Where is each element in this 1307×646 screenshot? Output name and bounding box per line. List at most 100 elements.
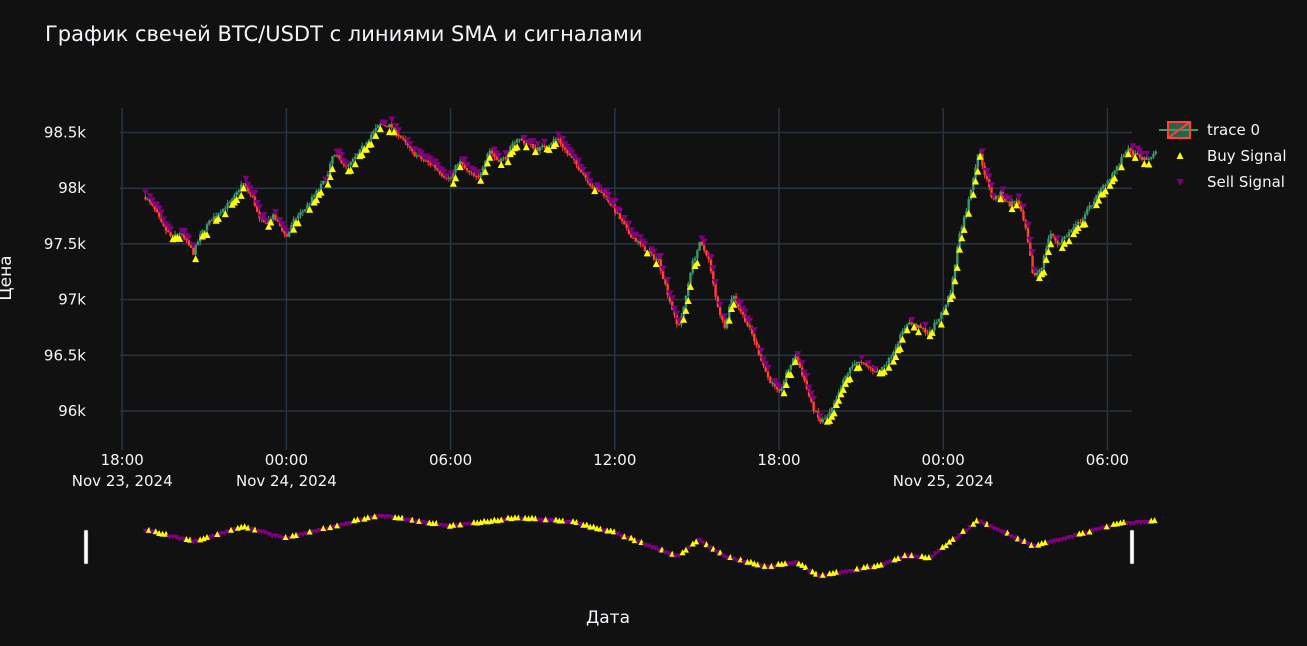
candle xyxy=(775,386,779,390)
candle xyxy=(598,189,601,192)
slider-sell-marker xyxy=(142,528,149,534)
candle xyxy=(299,212,302,216)
candle xyxy=(1088,205,1091,209)
candle xyxy=(921,328,925,330)
candle xyxy=(1099,188,1103,192)
legend-item[interactable]: trace 0 xyxy=(1159,121,1260,139)
sell-signal-marker xyxy=(440,168,448,175)
slider-buy-marker xyxy=(1086,528,1093,535)
slider-buy-marker xyxy=(583,521,590,528)
candle xyxy=(588,182,592,186)
buy-signal-marker xyxy=(643,249,651,257)
sell-signal-marker xyxy=(442,172,450,179)
range-slider-left-handle[interactable] xyxy=(83,529,89,565)
candle xyxy=(240,184,243,191)
x-tick-labels: 18:00 Nov 23, 2024 00:00 Nov 24, 2024 06:00 1… xyxy=(72,451,1129,490)
legend-item[interactable]: Buy Signal xyxy=(1176,147,1287,165)
y-axis-title: Цена xyxy=(0,255,16,300)
buy-signal-marker xyxy=(313,196,321,204)
sell-signal-marker xyxy=(141,189,149,196)
sell-signal-marker xyxy=(664,276,672,283)
buy-signal-marker xyxy=(347,166,355,174)
buy-signal-marker xyxy=(1008,205,1016,213)
candle xyxy=(374,127,377,132)
sell-signal-marker xyxy=(335,148,343,155)
candle xyxy=(1102,185,1105,189)
candle xyxy=(219,212,222,214)
candle xyxy=(755,341,758,346)
slider-buy-marker xyxy=(1103,523,1110,530)
candle xyxy=(1058,243,1062,245)
candle xyxy=(1106,180,1110,186)
buy-signal-marker xyxy=(915,328,923,336)
buy-signal-marker xyxy=(267,218,275,226)
candle xyxy=(869,367,872,369)
sell-signal-marker xyxy=(604,191,612,198)
sell-signal-marker xyxy=(1024,221,1032,228)
candle xyxy=(739,307,742,312)
slider-buy-marker xyxy=(833,568,840,575)
candle xyxy=(575,160,578,165)
sell-signal-marker xyxy=(579,166,587,173)
grid xyxy=(120,108,1132,450)
candle xyxy=(1143,157,1146,161)
candle xyxy=(267,219,270,224)
slider-sell-marker xyxy=(1007,534,1014,540)
candle xyxy=(655,259,658,261)
sell-signal-marker xyxy=(816,412,824,419)
legend-label: trace 0 xyxy=(1207,121,1260,139)
candle xyxy=(842,379,845,388)
buy-signal-marker xyxy=(693,259,701,267)
sell-signal-marker xyxy=(584,171,592,178)
candle xyxy=(155,208,159,213)
sell-signal-marker xyxy=(490,146,498,153)
candle xyxy=(169,232,172,236)
candle xyxy=(531,143,535,149)
slider-buy-marker xyxy=(241,523,248,530)
sell-signal-marker xyxy=(427,156,435,163)
candle xyxy=(994,195,998,200)
slider-sell-marker xyxy=(600,528,607,534)
slider-sell-marker xyxy=(867,565,874,571)
buy-signal-marker xyxy=(233,195,241,203)
candle xyxy=(1054,235,1057,241)
y-tick-label: 96k xyxy=(58,402,86,420)
candle xyxy=(730,299,733,307)
candle xyxy=(427,160,430,163)
candle xyxy=(1108,178,1112,181)
buy-signal-marker xyxy=(880,367,888,375)
range-slider-right-handle[interactable] xyxy=(1129,529,1135,565)
candle xyxy=(582,172,585,175)
slider-sell-marker xyxy=(443,523,450,529)
candle xyxy=(390,124,393,128)
candle xyxy=(732,296,736,300)
legend-item[interactable]: Sell Signal xyxy=(1176,173,1285,191)
candle xyxy=(693,258,697,261)
slider-buy-marker xyxy=(214,530,221,537)
slider-buy-marker xyxy=(782,560,789,567)
range-slider[interactable] xyxy=(83,513,1158,580)
buy-signal-marker xyxy=(221,210,229,218)
candle xyxy=(1038,269,1041,273)
slider-sell-marker xyxy=(149,529,156,535)
candle xyxy=(789,365,793,370)
slider-sell-marker xyxy=(340,522,347,528)
candle xyxy=(728,306,731,319)
candle xyxy=(479,173,482,177)
sell-signal-marker xyxy=(675,317,683,324)
sell-signal-marker xyxy=(1054,235,1062,242)
slider-buy-marker xyxy=(532,515,539,522)
legend-buy-marker xyxy=(1176,152,1184,159)
candle xyxy=(1145,157,1148,160)
candle xyxy=(1124,151,1128,156)
slider-sell-marker xyxy=(1048,539,1055,545)
slider-sell-marker xyxy=(758,563,765,569)
candle xyxy=(422,159,425,161)
candle xyxy=(372,131,375,135)
buy-signal-marker xyxy=(1081,220,1089,228)
buy-signal-marker xyxy=(306,205,314,213)
buy-signal-marker xyxy=(1095,196,1103,204)
slider-sell-marker xyxy=(539,518,546,524)
candle xyxy=(436,167,439,170)
buy-signal-marker xyxy=(294,219,302,227)
